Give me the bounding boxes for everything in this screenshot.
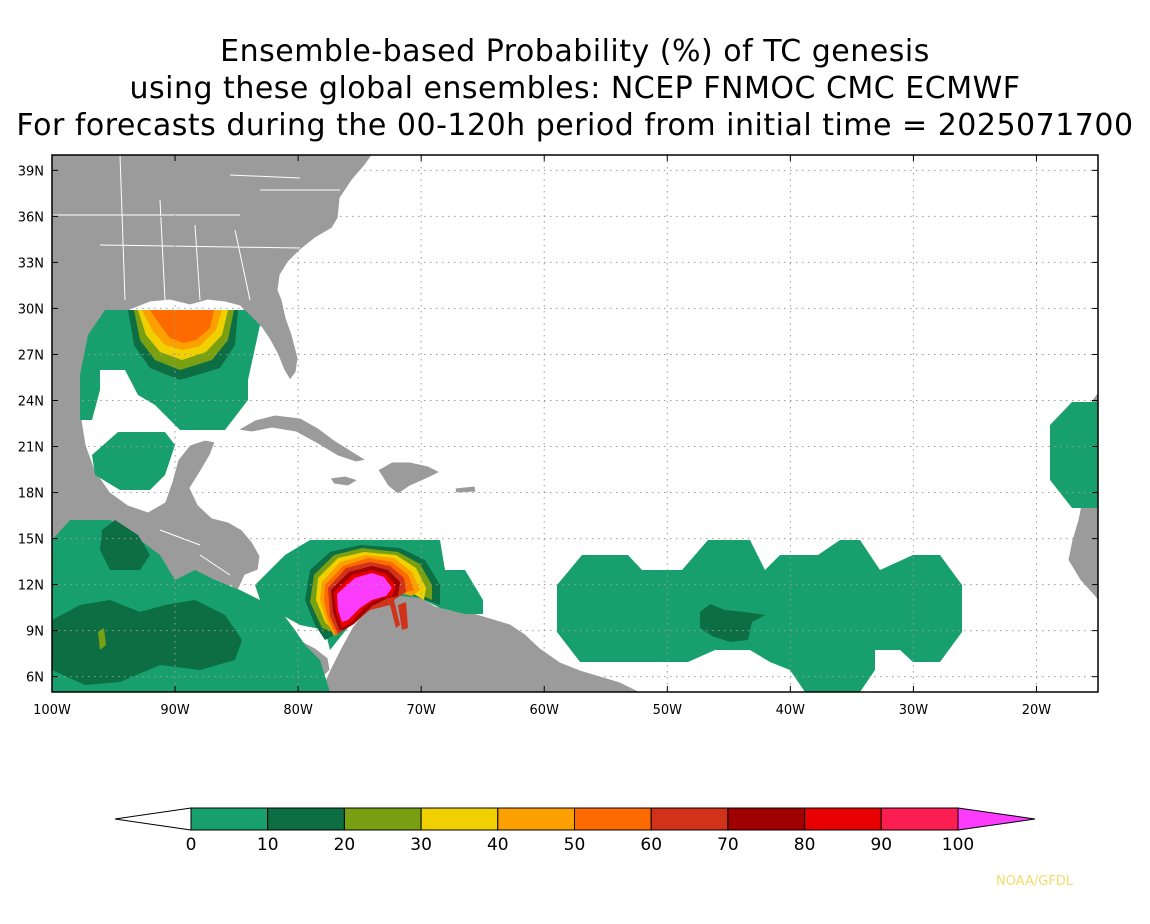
lon-tick-label: 40W: [776, 703, 806, 718]
pacific-north-20pct-region: [100, 520, 150, 570]
colorbar-label: 30: [410, 835, 432, 855]
credit-text: NOAA/GFDL: [996, 874, 1074, 889]
colorbar-high-arrow: [957, 807, 1036, 831]
lon-tick-label: 70W: [406, 703, 436, 718]
colorbar-segment: [804, 807, 882, 831]
colorbar-segment: [497, 807, 575, 831]
colorbar-label: 90: [870, 835, 892, 855]
colorbar-label: 70: [717, 835, 739, 855]
cape-verde-10pct-region: [1050, 402, 1098, 508]
lat-tick-label: 12N: [18, 579, 44, 594]
map-plot-area: [52, 155, 1098, 692]
colorbar-segment: [650, 807, 729, 831]
lon-tick-label: 100W: [33, 703, 71, 718]
colorbar-label: 60: [640, 835, 662, 855]
lon-tick-label: 80W: [283, 703, 313, 718]
colorbar-label: 80: [794, 835, 816, 855]
lon-tick-label: 20W: [1022, 703, 1052, 718]
colorbar-label: 20: [334, 835, 356, 855]
pacific-30pct-spot: [98, 628, 106, 650]
colorbar-label: 0: [186, 835, 197, 855]
map-title-line-2: using these global ensembles: NCEP FNMOC…: [129, 71, 1021, 106]
colorbar-label: 100: [942, 835, 974, 855]
lat-tick-label: 33N: [18, 256, 44, 271]
cuba-land: [236, 414, 368, 463]
carib-100pct-region: [337, 573, 392, 622]
colorbar-segment: [880, 807, 959, 831]
hispaniola-land: [377, 461, 442, 495]
colorbar-label: 10: [257, 835, 279, 855]
colorbar: 0 10 20 30 40 50 60 70 80 90 100: [114, 807, 1036, 855]
lat-tick-label: 9N: [26, 625, 44, 640]
lat-tick-label: 36N: [18, 210, 44, 225]
lat-tick-label: 24N: [18, 394, 44, 409]
atlantic-20pct-region: [700, 604, 765, 642]
colorbar-segment: [343, 807, 422, 831]
lon-axis: 100W 90W 80W 70W 60W 50W 40W 30W 20W: [33, 155, 1051, 718]
probability-contours: [52, 310, 1098, 692]
colorbar-label: 40: [487, 835, 509, 855]
colorbar-low-arrow: [114, 807, 192, 831]
lon-tick-label: 30W: [899, 703, 929, 718]
colorbar-segment: [267, 807, 345, 831]
colorbar-label: 50: [564, 835, 586, 855]
lat-tick-label: 27N: [18, 348, 44, 363]
gulf-60pct-region: [150, 310, 214, 343]
colorbar-segment: [420, 807, 499, 831]
lat-tick-label: 15N: [18, 533, 44, 548]
lat-tick-label: 21N: [18, 441, 44, 456]
lat-tick-label: 30N: [18, 302, 44, 317]
lat-axis: 39N 36N 33N 30N 27N 24N 21N 18N 15N 12N 9N 6N: [18, 164, 1098, 686]
jamaica-land: [329, 475, 360, 487]
pacific-20pct-region: [52, 600, 242, 685]
colorbar-segment: [190, 807, 269, 831]
colorbar-segment: [727, 807, 806, 831]
yucatan-10pct-region: [92, 432, 175, 490]
lat-tick-label: 6N: [26, 671, 44, 686]
map-title-line-1: Ensemble-based Probability (%) of TC gen…: [220, 34, 930, 69]
plot-frame: [51, 154, 1099, 693]
venezuela-gulf-spot: [398, 602, 408, 630]
map-grid: [52, 155, 1098, 692]
lon-tick-label: 50W: [653, 703, 683, 718]
lat-tick-label: 39N: [18, 164, 44, 179]
lat-tick-label: 18N: [18, 487, 44, 502]
colorbar-segment: [574, 807, 652, 831]
puerto-rico-land: [454, 485, 477, 494]
lon-tick-label: 60W: [530, 703, 560, 718]
map-title-line-3: For forecasts during the 00-120h period …: [16, 108, 1134, 143]
lon-tick-label: 90W: [160, 703, 190, 718]
